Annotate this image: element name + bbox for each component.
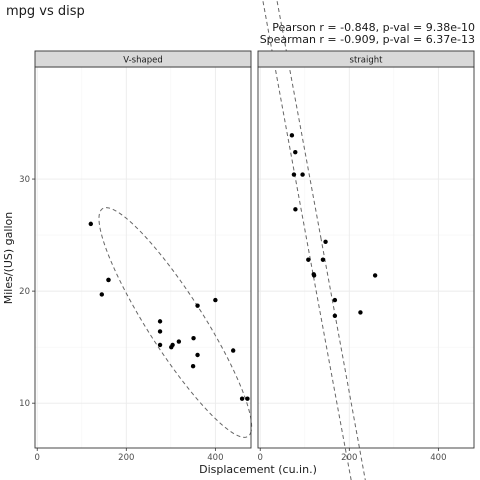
x-tick-label: 0 [258, 453, 263, 463]
x-tick-label: 400 [430, 453, 446, 463]
data-point [306, 258, 310, 262]
y-axis-title: Miles/(US) gallon [2, 212, 15, 304]
data-point [358, 310, 362, 314]
x-tick-label: 200 [118, 453, 134, 463]
data-point [158, 343, 162, 347]
data-point [89, 222, 93, 226]
data-point [333, 298, 337, 302]
x-axis-title: Displacement (cu.in.) [199, 463, 317, 476]
facet-strip-label: straight [350, 56, 384, 66]
data-point [100, 292, 104, 296]
data-point [158, 329, 162, 333]
data-point [195, 353, 199, 357]
data-point [240, 396, 244, 400]
data-point [300, 172, 304, 176]
data-point [293, 207, 297, 211]
x-tick-label: 200 [341, 453, 357, 463]
data-point [213, 298, 217, 302]
panel-v-shaped: V-shaped [35, 51, 252, 448]
y-tick-label: 20 [19, 287, 30, 297]
facet-strip-label: V-shaped [123, 56, 162, 66]
y-axis: 10 20 30 [19, 175, 35, 409]
data-point [373, 273, 377, 277]
data-point [177, 339, 181, 343]
panel-background [35, 67, 251, 448]
data-point [170, 343, 174, 347]
data-point [292, 172, 296, 176]
correlation-spearman: Spearman r = -0.909, p-val = 6.37e-13 [260, 33, 475, 46]
data-point [323, 240, 327, 244]
x-axis: 0 200 400 0 200 400 [35, 448, 447, 463]
data-point [158, 319, 162, 323]
facet-panels: V-shaped straight [35, 0, 480, 480]
data-point [191, 364, 195, 368]
chart-title: mpg vs disp [6, 4, 85, 19]
data-point [245, 396, 249, 400]
data-point [312, 273, 316, 277]
data-point [231, 348, 235, 352]
panel-background [258, 67, 474, 448]
data-point [195, 303, 199, 307]
data-point [106, 278, 110, 282]
y-tick-label: 10 [19, 399, 30, 409]
x-tick-label: 0 [35, 453, 40, 463]
y-tick-label: 30 [19, 175, 30, 185]
x-tick-label: 400 [207, 453, 223, 463]
data-point [290, 133, 294, 137]
data-point [321, 258, 325, 262]
data-point [333, 314, 337, 318]
data-point [293, 150, 297, 154]
data-point [191, 336, 195, 340]
